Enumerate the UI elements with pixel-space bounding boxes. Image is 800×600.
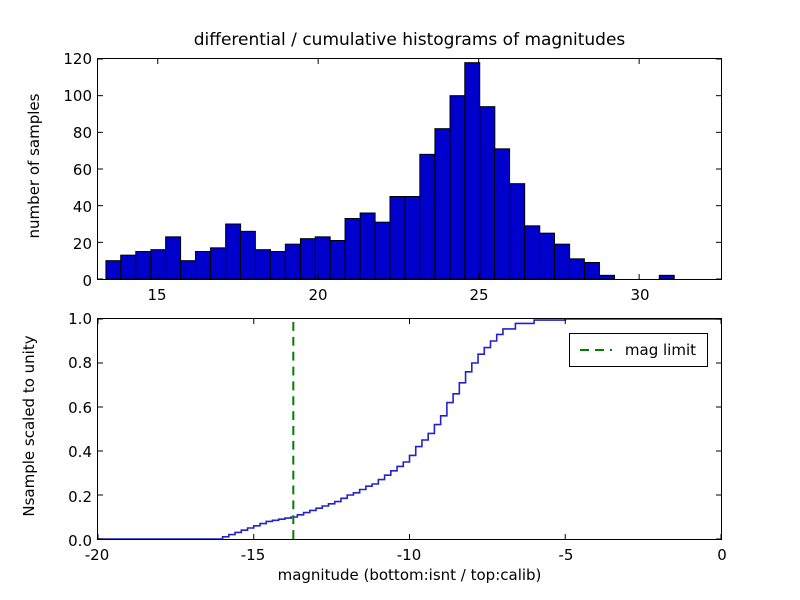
cumulative-step-curve <box>98 319 721 539</box>
histogram-bar <box>180 260 197 279</box>
legend-label-mag-limit: mag limit <box>624 341 696 359</box>
top-ytick-60: 60 <box>72 161 92 179</box>
bot-ytick-0-2: 0.2 <box>68 488 92 506</box>
top-xtick-25: 25 <box>469 286 489 304</box>
cumulative-plot <box>98 319 721 539</box>
histogram-bar <box>449 95 466 279</box>
bot-xtick-m5: -5 <box>558 546 574 564</box>
mag-limit-line-icon <box>579 349 612 351</box>
histogram-bar <box>239 230 256 279</box>
cumulative-axes: mag limit <box>97 318 722 540</box>
histogram-bar <box>583 262 600 279</box>
histogram-bar <box>225 223 242 279</box>
top-xtick-30: 30 <box>630 286 650 304</box>
histogram-bar <box>479 106 496 279</box>
bot-xtick-0: 0 <box>717 546 727 564</box>
histogram-bar <box>210 247 227 279</box>
top-xtick-15: 15 <box>147 286 167 304</box>
histogram-bar <box>404 196 421 279</box>
histogram-bar <box>344 218 361 279</box>
histogram-bar <box>389 196 406 279</box>
histogram-bar <box>658 274 675 279</box>
histogram-bar <box>524 225 541 279</box>
histogram-bar <box>284 243 301 279</box>
top-ytick-80: 80 <box>72 124 92 142</box>
histogram-bar <box>314 236 331 279</box>
histogram-bar <box>494 148 511 279</box>
histogram-bar <box>105 260 122 279</box>
histogram-bar <box>539 232 556 279</box>
bot-xtick-m15: -15 <box>240 546 266 564</box>
legend-box: mag limit <box>568 333 708 367</box>
histogram-bar <box>254 249 271 279</box>
histogram-bar <box>509 183 526 279</box>
top-ytick-20: 20 <box>72 235 92 253</box>
top-ytick-100: 100 <box>63 87 92 105</box>
top-ytick-40: 40 <box>72 198 92 216</box>
bot-ytick-1-0: 1.0 <box>68 310 92 328</box>
figure-title: differential / cumulative histograms of … <box>193 30 626 50</box>
histogram-bar <box>359 212 376 279</box>
histogram-bar <box>568 258 585 279</box>
histogram-bar <box>299 238 316 279</box>
histogram-bar <box>434 128 451 279</box>
histogram-bar <box>194 251 211 279</box>
histogram-bar <box>135 251 152 279</box>
histogram-bar <box>419 153 436 279</box>
histogram-bar <box>374 221 391 279</box>
bot-ytick-0-4: 0.4 <box>68 443 92 461</box>
top-ytick-120: 120 <box>63 50 92 68</box>
bot-ytick-0-0: 0.0 <box>68 532 92 550</box>
histogram-axes <box>97 58 722 280</box>
bot-xtick-m10: -10 <box>396 546 422 564</box>
bot-xtick-m20: -20 <box>84 546 110 564</box>
histogram-plot <box>98 59 721 279</box>
figure-xlabel: magnitude (bottom:isnt / top:calib) <box>277 566 542 584</box>
bot-ytick-0-8: 0.8 <box>68 354 92 372</box>
histogram-bar <box>150 249 167 279</box>
top-ytick-0: 0 <box>82 272 92 290</box>
histogram-bar <box>599 274 616 279</box>
bot-ytick-0-6: 0.6 <box>68 399 92 417</box>
histogram-bar <box>165 236 182 279</box>
histogram-bar <box>269 251 286 279</box>
histogram-bar <box>554 243 571 279</box>
top-xtick-20: 20 <box>308 286 328 304</box>
histogram-bar <box>329 240 346 279</box>
histogram-bar <box>464 62 481 279</box>
histogram-bar <box>120 254 137 279</box>
